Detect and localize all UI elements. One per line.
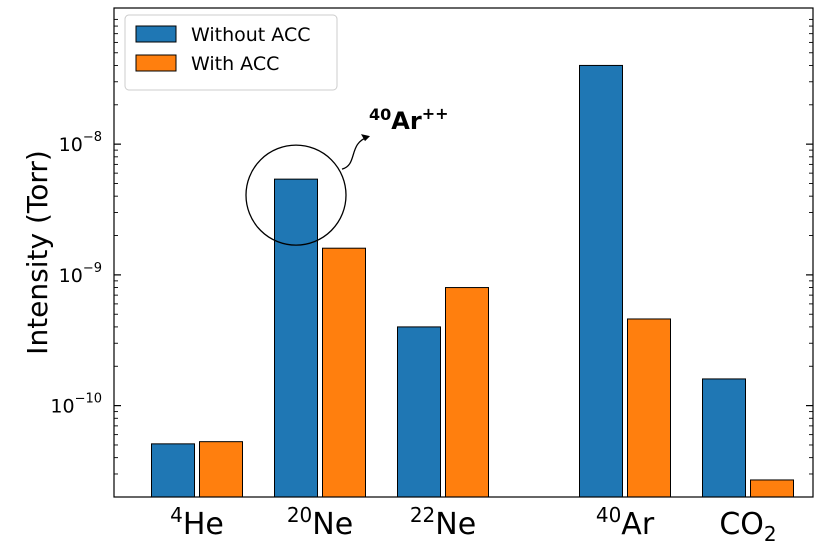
legend: Without ACC With ACC [124, 14, 338, 91]
x-tick-label: 22Ne [410, 503, 476, 542]
y-axis-title: Intensity (Torr) [21, 150, 54, 355]
annotation-label: 40Ar++ [369, 104, 449, 135]
y-tick-label: 10−10 [50, 392, 102, 418]
bar-without-acc-1 [274, 178, 318, 498]
legend-label-1: With ACC [191, 53, 279, 75]
bar-with-acc-2 [445, 287, 489, 498]
annotation-circle [245, 144, 347, 246]
bar-with-acc-1 [322, 247, 366, 498]
x-tick-label: 4He [170, 503, 224, 542]
bar-without-acc-0 [151, 443, 195, 498]
bar-with-acc-3 [627, 318, 671, 498]
y-tick-label: 10−8 [59, 130, 102, 156]
annotation-arrowhead [361, 134, 370, 142]
bar-without-acc-3 [579, 64, 623, 498]
bar-without-acc-4 [702, 378, 746, 498]
annotation: 40Ar++ [245, 104, 449, 246]
x-tick-label: 20Ne [287, 503, 353, 542]
legend-swatch-1 [135, 54, 177, 72]
axes [113, 7, 814, 498]
bars [151, 64, 794, 498]
axis-labels: 10−10 10−9 10−8 4He 20Ne 22Ne 40Ar CO2 Intensity… [21, 130, 777, 542]
x-tick-label: 40Ar [596, 503, 655, 542]
axes-frame [113, 7, 814, 498]
legend-box [124, 14, 338, 91]
y-tick-label: 10−9 [59, 261, 102, 287]
bar-without-acc-2 [397, 326, 441, 498]
legend-label-0: Without ACC [191, 24, 311, 46]
bar-with-acc-0 [199, 441, 243, 498]
legend-swatch-0 [135, 25, 177, 43]
x-tick-label: CO2 [719, 507, 776, 542]
bar-with-acc-4 [750, 479, 794, 498]
